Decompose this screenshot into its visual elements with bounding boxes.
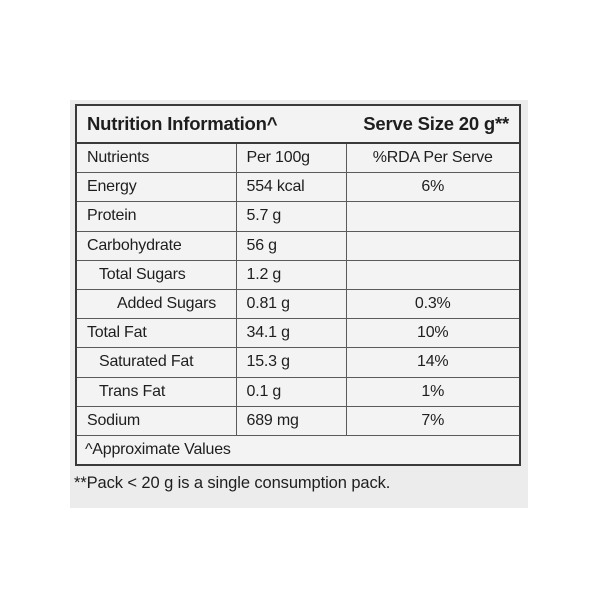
per100-value: 15.3 g: [235, 347, 347, 378]
rda-value: 14%: [345, 347, 521, 378]
rda-value: 0.3%: [345, 288, 521, 320]
approx-note: ^Approximate Values: [75, 434, 521, 466]
table-row: Protein 5.7 g: [75, 201, 521, 232]
rda-value: [345, 201, 521, 232]
nutrient-name: Total Fat: [75, 318, 237, 349]
table-row: Total Fat 34.1 g 10%: [75, 318, 521, 349]
rda-value: 10%: [345, 318, 521, 349]
approx-note-row: ^Approximate Values: [75, 434, 521, 466]
per100-value: 5.7 g: [235, 201, 347, 232]
table-row: Trans Fat 0.1 g 1%: [75, 376, 521, 407]
table-row: Carbohydrate 56 g: [75, 230, 521, 261]
pack-footnote: **Pack < 20 g is a single consumption pa…: [74, 474, 391, 492]
rda-value: 6%: [345, 172, 521, 203]
table-row: Energy 554 kcal 6%: [75, 172, 521, 203]
table-row: Total Sugars 1.2 g: [75, 259, 521, 290]
column-header-row: Nutrients Per 100g %RDA Per Serve: [75, 142, 521, 174]
per100-value: 554 kcal: [235, 172, 347, 203]
rda-value: [345, 259, 521, 290]
per100-value: 34.1 g: [235, 318, 347, 349]
nutrient-name: Saturated Fat: [75, 347, 237, 378]
column-header-per100: Per 100g: [235, 142, 347, 174]
nutrient-name: Carbohydrate: [75, 230, 237, 261]
table-row: Saturated Fat 15.3 g 14%: [75, 347, 521, 378]
per100-value: 56 g: [235, 230, 347, 261]
table-row: Sodium 689 mg 7%: [75, 405, 521, 436]
nutrient-name: Added Sugars: [75, 288, 237, 320]
rda-value: 7%: [345, 405, 521, 436]
per100-value: 689 mg: [235, 405, 347, 436]
rda-value: [345, 230, 521, 261]
per100-value: 1.2 g: [235, 259, 347, 290]
per100-value: 0.81 g: [235, 288, 347, 320]
nutrient-name: Protein: [75, 201, 237, 232]
column-header-rda: %RDA Per Serve: [345, 142, 521, 174]
table-row: Added Sugars 0.81 g 0.3%: [75, 288, 521, 320]
nutrient-name: Total Sugars: [75, 259, 237, 290]
table-title: Nutrition Information^: [87, 113, 278, 134]
header-cell: Nutrition Information^ Serve Size 20 g**: [75, 104, 521, 144]
nutrient-name: Energy: [75, 172, 237, 203]
per100-value: 0.1 g: [235, 376, 347, 407]
rda-value: 1%: [345, 376, 521, 407]
column-header-nutrients: Nutrients: [75, 142, 237, 174]
serve-size: Serve Size 20 g**: [363, 113, 509, 134]
nutrition-table: Nutrition Information^ Serve Size 20 g**…: [75, 104, 521, 466]
table-header-row: Nutrition Information^ Serve Size 20 g**: [75, 104, 521, 144]
nutrient-name: Trans Fat: [75, 376, 237, 407]
nutrient-name: Sodium: [75, 405, 237, 436]
